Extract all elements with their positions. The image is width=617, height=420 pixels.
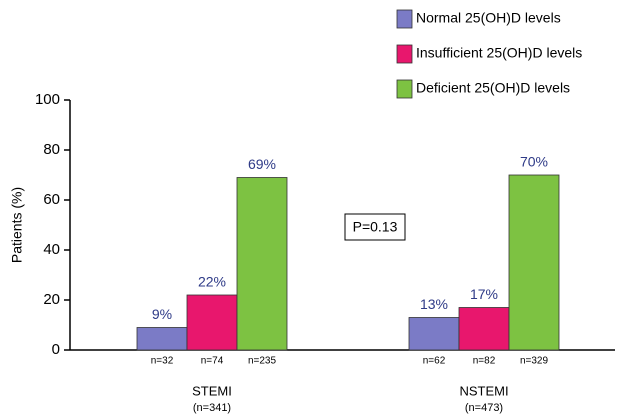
bar — [186, 294, 238, 351]
value-label: 70% — [520, 154, 548, 170]
x-tick-note: (n=341) — [193, 402, 231, 414]
value-label: 9% — [152, 306, 172, 322]
y-tick-label: 80 — [43, 141, 60, 158]
x-tick-label: NSTEMI — [459, 383, 508, 398]
bar — [408, 317, 460, 351]
annotation: P=0.13 — [353, 219, 398, 235]
y-tick-label: 0 — [52, 341, 60, 358]
sample-label: n=235 — [248, 356, 277, 367]
legend-swatch — [396, 79, 413, 99]
y-tick-label: 40 — [43, 241, 60, 258]
sample-label: n=82 — [473, 356, 496, 367]
y-tick-label: 20 — [43, 291, 60, 308]
sample-label: n=329 — [520, 356, 549, 367]
bar — [136, 327, 188, 351]
value-label: 22% — [198, 274, 226, 290]
legend-label: Insufficient 25(OH)D levels — [416, 45, 582, 61]
y-tick-label: 60 — [43, 191, 60, 208]
x-tick-note: (n=473) — [465, 402, 503, 414]
value-label: 17% — [470, 286, 498, 302]
legend-label: Normal 25(OH)D levels — [416, 10, 561, 26]
annotation-box — [344, 213, 406, 241]
y-axis-label: Patients (%) — [9, 187, 25, 263]
sample-label: n=74 — [201, 356, 224, 367]
value-label: 69% — [248, 156, 276, 172]
legend-label: Deficient 25(OH)D levels — [416, 80, 570, 96]
value-label: 13% — [420, 296, 448, 312]
sample-label: n=62 — [423, 356, 446, 367]
x-tick-label: STEMI — [192, 383, 232, 398]
bar — [508, 174, 560, 351]
bar — [236, 177, 288, 351]
legend-swatch — [396, 9, 413, 29]
legend-swatch — [396, 44, 413, 64]
y-tick-label: 100 — [35, 91, 60, 108]
sample-label: n=32 — [151, 356, 174, 367]
bar — [458, 307, 510, 351]
